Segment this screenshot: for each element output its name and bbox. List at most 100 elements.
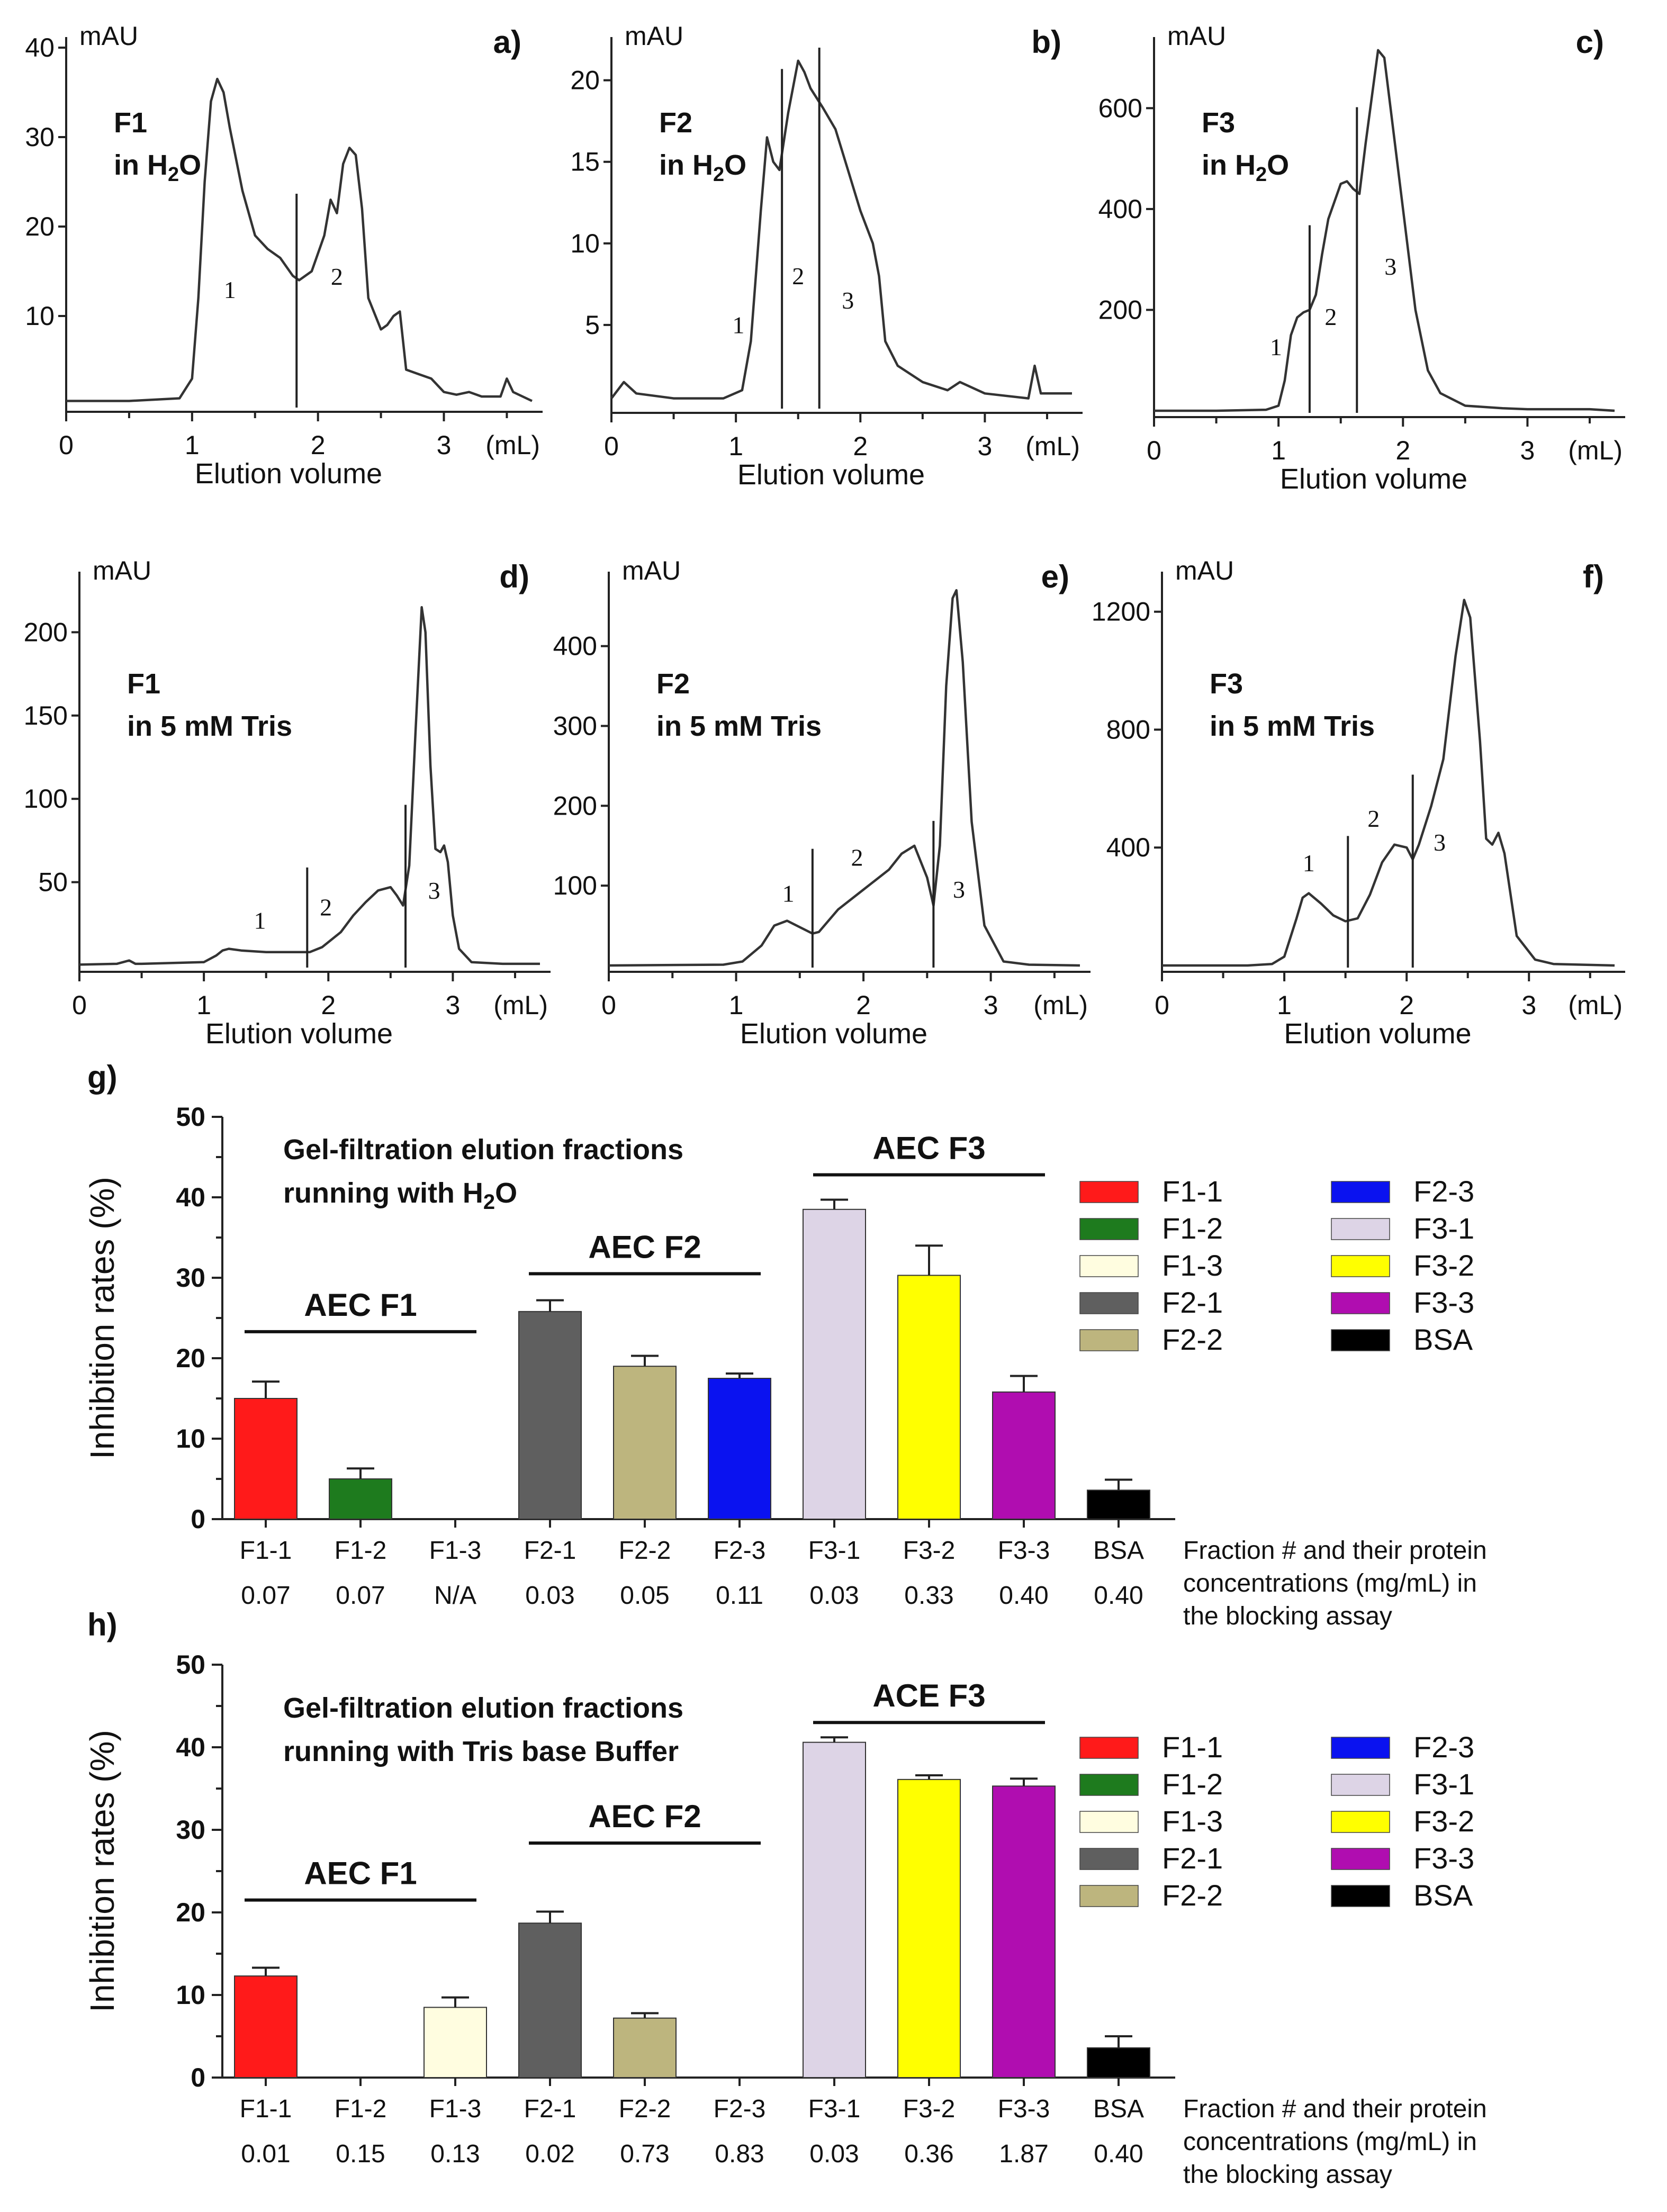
x-tick-label: 0 xyxy=(72,990,87,1020)
x-tick-label: 1 xyxy=(729,990,744,1020)
x-unit-label: (mL) xyxy=(1568,436,1623,465)
x-tick-label: 3 xyxy=(1521,990,1536,1020)
x-tick-label: 1 xyxy=(185,430,200,460)
panel-label: g) xyxy=(87,1059,118,1095)
y-tick-label: 200 xyxy=(1098,295,1142,324)
category-label: F2-1 xyxy=(524,2095,576,2123)
bar-F2-1 xyxy=(518,1922,582,2079)
chart-title-line2: running with Tris base Buffer xyxy=(283,1736,679,1767)
category-label: F3-1 xyxy=(808,2095,861,2123)
category-label: BSA xyxy=(1093,1537,1144,1565)
fraction-label: 3 xyxy=(1384,253,1396,280)
y-unit-label: mAU xyxy=(625,21,683,51)
legend-swatch-F2-3 xyxy=(1331,1737,1390,1759)
fraction-label: 3 xyxy=(428,877,440,904)
x-tick-label: 3 xyxy=(437,430,452,460)
solvent-label: in H2O xyxy=(114,149,201,186)
chromatogram-a: 0 1 2 3 (mL) Elution volume 10 20 30 40 mAU 1 2 a) F1 i… xyxy=(25,21,543,490)
concentration-label: 0.33 xyxy=(904,1582,953,1610)
bar-BSA xyxy=(1087,1489,1150,1520)
chromatogram-d: 0 1 2 3 (mL) Elution volume 50 100 150 200 mAU 1 2 3 d… xyxy=(24,556,551,1050)
bar-F1-1 xyxy=(234,1398,298,1520)
concentration-label: 0.40 xyxy=(1094,1582,1143,1610)
group-label: AEC F2 xyxy=(588,1229,701,1265)
y-tick-label: 15 xyxy=(570,147,600,177)
bar-F3-2 xyxy=(897,1275,961,1520)
bar-BSA xyxy=(1087,2047,1150,2079)
fraction-label: 2 xyxy=(320,894,332,921)
x-unit-label: (mL) xyxy=(493,990,548,1020)
elution-trace xyxy=(608,589,1080,967)
panel-label: b) xyxy=(1031,24,1061,60)
legend-label: F1-1 xyxy=(1162,1730,1223,1764)
category-label: F2-3 xyxy=(714,2095,766,2123)
y-tick-label: 40 xyxy=(25,33,55,62)
legend-label: F1-2 xyxy=(1162,1212,1223,1245)
concentration-label: 0.36 xyxy=(904,2140,953,2168)
legend-swatch-BSA xyxy=(1331,1329,1390,1351)
concentration-label: 0.03 xyxy=(809,2140,859,2168)
x-axis-title: Elution volume xyxy=(740,1018,927,1050)
elution-trace xyxy=(1162,599,1615,967)
y-tick-label: 30 xyxy=(176,1263,205,1293)
y-tick-label: 0 xyxy=(191,1504,205,1534)
y-tick-label: 50 xyxy=(38,868,68,897)
legend-swatch-F1-1 xyxy=(1079,1737,1139,1759)
x-axis-title: Elution volume xyxy=(737,459,925,491)
legend-label: F1-3 xyxy=(1162,1249,1223,1282)
bar-F1-1 xyxy=(234,1975,298,2079)
x-tick-label: 0 xyxy=(601,990,616,1020)
category-label: F1-1 xyxy=(240,1537,292,1565)
concentration-label: 0.73 xyxy=(620,2140,669,2168)
bar-F3-3 xyxy=(992,1785,1056,2079)
axis-note: Fraction # and their protein xyxy=(1183,2095,1487,2123)
legend-label: F2-2 xyxy=(1162,1323,1223,1356)
category-label: F1-3 xyxy=(429,1537,482,1565)
panel-label: h) xyxy=(87,1607,118,1642)
legend-label: F2-1 xyxy=(1162,1286,1223,1319)
sample-label: F2 xyxy=(659,107,692,139)
legend-label: F3-3 xyxy=(1413,1286,1474,1319)
solvent-label: in 5 mM Tris xyxy=(656,710,822,742)
fraction-label: 1 xyxy=(254,907,266,934)
y-unit-label: mAU xyxy=(1167,21,1226,51)
group-label: AEC F1 xyxy=(304,1856,417,1891)
y-tick-label: 100 xyxy=(24,784,68,814)
concentration-label: N/A xyxy=(434,1582,476,1610)
y-tick-label: 200 xyxy=(24,617,68,647)
y-axis-title: Inhibition rates (%) xyxy=(83,1730,121,2012)
legend-swatch-F2-2 xyxy=(1079,1329,1139,1351)
y-tick-label: 600 xyxy=(1098,93,1142,123)
concentration-label: 0.40 xyxy=(999,1582,1048,1610)
concentration-label: 0.03 xyxy=(525,1582,574,1610)
y-tick-label: 10 xyxy=(176,1980,205,2010)
fraction-label: 2 xyxy=(851,844,863,871)
x-axis-title: Elution volume xyxy=(1284,1018,1471,1050)
bar-F3-1 xyxy=(803,1741,866,2078)
x-tick-label: 3 xyxy=(984,990,998,1020)
legend-swatch-F3-2 xyxy=(1331,1811,1390,1833)
y-tick-label: 40 xyxy=(176,1182,205,1212)
fraction-label: 2 xyxy=(331,263,343,290)
legend-label: F3-2 xyxy=(1413,1249,1474,1282)
category-label: F2-2 xyxy=(619,1537,671,1565)
concentration-label: 0.13 xyxy=(430,2140,480,2168)
solvent-label: in 5 mM Tris xyxy=(1210,710,1375,742)
elution-trace xyxy=(66,77,533,402)
category-label: F1-2 xyxy=(335,1537,387,1565)
y-tick-label: 10 xyxy=(176,1424,205,1453)
y-tick-label: 0 xyxy=(191,2063,205,2092)
y-tick-label: 30 xyxy=(25,122,55,152)
fraction-label: 1 xyxy=(1270,333,1282,360)
x-unit-label: (mL) xyxy=(1025,431,1080,461)
legend-swatch-F1-2 xyxy=(1079,1774,1139,1796)
legend-swatch-F3-2 xyxy=(1331,1255,1390,1277)
x-tick-label: 0 xyxy=(1147,436,1161,465)
fraction-label: 2 xyxy=(1324,303,1337,330)
concentration-label: 0.15 xyxy=(336,2140,385,2168)
y-tick-label: 40 xyxy=(176,1732,205,1762)
y-tick-label: 800 xyxy=(1106,715,1150,744)
legend-swatch-F1-3 xyxy=(1079,1811,1139,1833)
x-unit-label: (mL) xyxy=(1033,990,1088,1020)
y-unit-label: mAU xyxy=(622,556,681,585)
